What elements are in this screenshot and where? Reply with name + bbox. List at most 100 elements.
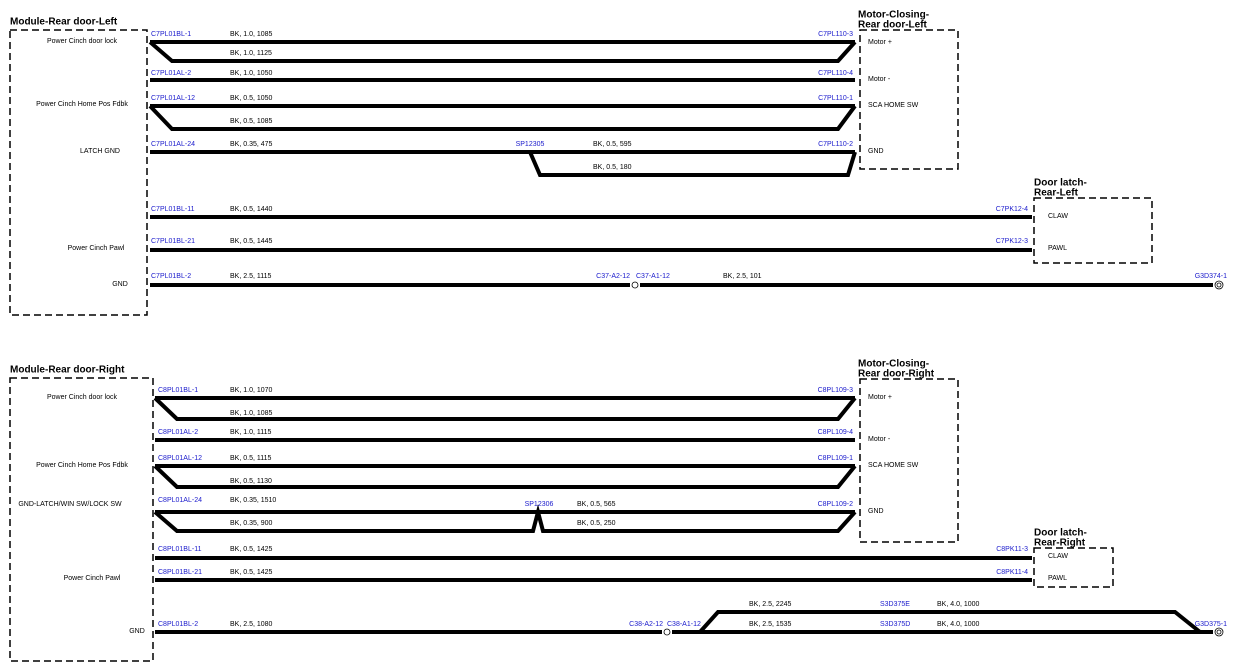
- wire-spec: BK, 2.5, 2245: [749, 601, 792, 608]
- layout: [9, 29, 1224, 662]
- connector-label: S3D375D: [880, 621, 910, 628]
- pin-label: SCA HOME SW: [868, 462, 919, 469]
- wire-spec: BK, 0.5, 1425: [230, 569, 273, 576]
- connector-label: G3D375-1: [1195, 621, 1227, 628]
- pin-label: CLAW: [1048, 213, 1068, 220]
- motor-title: Motor-Closing-: [858, 10, 929, 21]
- wire: [148, 40, 857, 63]
- wire-spec: BK, 2.5, 1115: [230, 273, 271, 280]
- function-label: Power Cinch Home Pos Fdbk: [36, 101, 128, 108]
- wire-spec: BK, 0.5, 595: [593, 141, 632, 148]
- pin-label: GND: [868, 508, 884, 515]
- connector-label: C8PK11-4: [996, 569, 1028, 576]
- wire-spec: BK, 0.5, 1130: [230, 478, 272, 485]
- connector-label: C7PL01AL-24: [151, 141, 195, 148]
- function-label: GND-LATCH/WIN SW/LOCK SW: [18, 501, 122, 508]
- wire-spec: BK, 0.35, 475: [230, 141, 273, 148]
- connector-label: C7PL01BL-1: [151, 31, 191, 38]
- connector-pin: [631, 281, 639, 289]
- connector-label: C7PL01BL-2: [151, 273, 191, 280]
- pin-label: SCA HOME SW: [868, 102, 919, 109]
- wire-spec: BK, 1.0, 1085: [230, 31, 273, 38]
- connector-label: C8PL01BL-1: [158, 387, 198, 394]
- function-label: Power Cinch Pawl: [64, 575, 121, 582]
- wire-spec: BK, 1.0, 1070: [230, 387, 273, 394]
- wire-spec: BK, 1.0, 1050: [230, 70, 273, 77]
- connector-label: C8PL109-1: [818, 455, 854, 462]
- module-title: Module-Rear door-Left: [10, 17, 118, 28]
- connector-label: C8PL01AL-2: [158, 429, 198, 436]
- wire: [153, 464, 857, 489]
- pin-label: CLAW: [1048, 553, 1068, 560]
- function-label: Power Cinch door lock: [47, 38, 118, 45]
- motor-box: [859, 29, 959, 170]
- ground: [1216, 282, 1222, 288]
- pin-label: GND: [868, 148, 884, 155]
- wire: [698, 610, 1202, 634]
- connector-label: C7PL110-3: [818, 31, 853, 38]
- wire-spec: BK, 0.5, 1425: [230, 546, 273, 553]
- connector-label: C8PL01BL-21: [158, 569, 202, 576]
- wire-spec: BK, 0.5, 1445: [230, 238, 273, 245]
- pin-label: PAWL: [1048, 575, 1067, 582]
- connector-label: G3D374-1: [1195, 273, 1227, 280]
- pin-label: Motor +: [868, 394, 892, 401]
- connector-label: C8PL01BL-11: [158, 546, 202, 553]
- pin-label: Motor +: [868, 39, 892, 46]
- connector-label: C8PL109-2: [818, 501, 854, 508]
- connector-pin: [663, 628, 671, 636]
- wire-spec: BK, 0.5, 1115: [230, 455, 271, 462]
- pin-label: Motor -: [868, 436, 891, 443]
- latch-title: Rear-Right: [1034, 538, 1086, 549]
- connector-label: C8PL01BL-2: [158, 621, 198, 628]
- connector-label: C7PL110-4: [818, 70, 853, 77]
- connector-label: C7PK12-4: [996, 206, 1028, 213]
- wire-spec: BK, 0.5, 180: [593, 164, 632, 171]
- connector-label: C7PL01AL-12: [151, 95, 195, 102]
- motor-box: [859, 378, 959, 543]
- connector-label: SP12305: [516, 141, 545, 148]
- connector-label: C8PL109-4: [818, 429, 854, 436]
- function-label: GND: [112, 281, 128, 288]
- latch-box: [1033, 547, 1114, 588]
- connector-label: C8PL01AL-24: [158, 497, 202, 504]
- motor-title: Motor-Closing-: [858, 359, 929, 370]
- wire-spec: BK, 2.5, 1535: [749, 621, 792, 628]
- pin-label: PAWL: [1048, 245, 1067, 252]
- connector-label: C7PK12-3: [996, 238, 1028, 245]
- connector-label: C8PL01AL-12: [158, 455, 202, 462]
- wire-spec: BK, 2.5, 1080: [230, 621, 273, 628]
- wire: [148, 104, 857, 131]
- wire-spec: BK, 1.0, 1085: [230, 410, 273, 417]
- ground: [1216, 629, 1222, 635]
- latch-title: Door latch-: [1034, 178, 1087, 189]
- function-label: Power Cinch Pawl: [68, 245, 125, 252]
- connector-label: C8PL109-3: [818, 387, 854, 394]
- motor-title: Rear door-Right: [858, 369, 935, 380]
- function-label: LATCH GND: [80, 148, 120, 155]
- connector-label: C7PL110-2: [818, 141, 853, 148]
- function-label: Power Cinch Home Pos Fdbk: [36, 462, 128, 469]
- module-box: [9, 29, 148, 316]
- wire-spec: BK, 0.5, 250: [577, 520, 616, 527]
- wire-spec: BK, 4.0, 1000: [937, 621, 980, 628]
- motor-title: Rear door-Left: [858, 20, 928, 31]
- module-title: Module-Rear door-Right: [10, 365, 125, 376]
- function-label: GND: [129, 628, 145, 635]
- connector-label: C37-A2-12: [596, 273, 630, 280]
- wire-spec: BK, 4.0, 1000: [937, 601, 980, 608]
- wire-spec: BK, 0.5, 1085: [230, 118, 273, 125]
- wire-spec: BK, 1.0, 1125: [230, 50, 272, 57]
- wire-spec: BK, 0.5, 1440: [230, 206, 273, 213]
- wire-spec: BK, 0.35, 900: [230, 520, 273, 527]
- wire-spec: BK, 2.5, 101: [723, 273, 762, 280]
- module-box: [9, 377, 154, 662]
- latch-title: Rear-Left: [1034, 188, 1079, 199]
- wire: [153, 504, 857, 533]
- wire-spec: BK, 1.0, 1115: [230, 429, 271, 436]
- wire-spec: BK, 0.35, 1510: [230, 497, 276, 504]
- connector-label: C7PL01BL-21: [151, 238, 195, 245]
- wire: [528, 151, 857, 177]
